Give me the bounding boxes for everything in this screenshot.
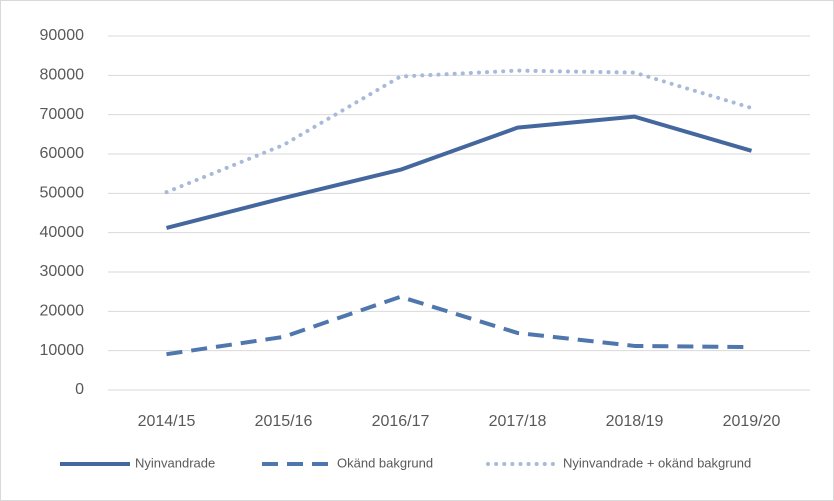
y-tick-label: 60000 <box>40 145 85 162</box>
x-tick-label: 2019/20 <box>723 413 781 430</box>
x-tick-label: 2018/19 <box>606 413 664 430</box>
y-tick-label: 80000 <box>40 67 85 84</box>
y-tick-label: 40000 <box>40 224 85 241</box>
x-tick-label: 2017/18 <box>489 413 547 430</box>
y-tick-label: 20000 <box>40 303 85 320</box>
y-tick-label: 30000 <box>40 263 85 280</box>
legend-label: Okänd bakgrund <box>337 455 433 470</box>
legend-label: Nyinvandrade <box>135 455 215 470</box>
line-series <box>166 114 753 230</box>
y-tick-label: 70000 <box>40 106 85 123</box>
y-tick-label: 0 <box>75 381 84 398</box>
x-tick-label: 2014/15 <box>138 413 196 430</box>
x-tick-label: 2015/16 <box>255 413 313 430</box>
y-tick-label: 50000 <box>40 185 85 202</box>
line-series <box>166 294 752 357</box>
y-tick-label: 90000 <box>40 27 85 44</box>
line-series <box>164 68 754 195</box>
y-tick-label: 10000 <box>40 342 85 359</box>
x-tick-label: 2016/17 <box>372 413 430 430</box>
legend-label: Nyinvandrade + okänd bakgrund <box>563 455 751 470</box>
